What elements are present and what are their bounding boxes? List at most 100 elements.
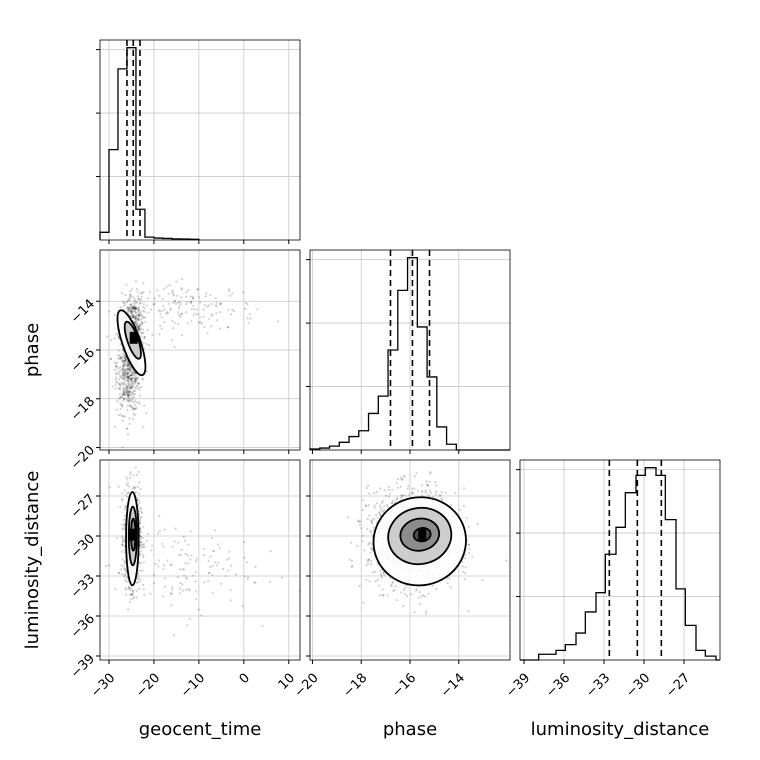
- sample-point: [127, 390, 130, 393]
- sample-point: [215, 564, 218, 567]
- sample-point: [216, 543, 220, 546]
- sample-point: [137, 382, 140, 385]
- sample-point: [130, 379, 133, 382]
- sample-point: [137, 314, 140, 317]
- sample-point: [253, 581, 256, 584]
- sample-point: [122, 378, 126, 381]
- sample-point: [128, 368, 131, 371]
- sample-point: [127, 310, 130, 313]
- sample-point: [194, 580, 197, 583]
- sample-point: [215, 301, 218, 305]
- sample-point: [424, 489, 427, 492]
- sample-point: [142, 282, 145, 285]
- sample-point: [125, 427, 128, 430]
- sample-point: [150, 308, 153, 311]
- sample-point: [120, 568, 123, 571]
- sample-point: [133, 389, 137, 392]
- sample-point: [126, 299, 129, 303]
- sample-point: [196, 288, 199, 291]
- sample-point: [179, 302, 182, 306]
- sample-point: [192, 297, 195, 300]
- sample-point: [137, 327, 140, 330]
- sample-point: [127, 389, 130, 392]
- sample-point: [402, 494, 405, 497]
- sample-point: [131, 316, 134, 319]
- sample-point: [131, 306, 135, 309]
- sample-point: [153, 582, 156, 585]
- sample-point: [119, 402, 122, 405]
- sample-point: [142, 303, 146, 306]
- sample-point: [120, 550, 123, 553]
- sample-point: [114, 365, 118, 368]
- sample-point: [121, 374, 124, 377]
- sample-point: [115, 365, 118, 368]
- sample-point: [129, 587, 132, 590]
- sample-point: [136, 326, 139, 329]
- sample-point: [133, 380, 136, 383]
- sample-point: [228, 557, 231, 560]
- sample-point: [171, 319, 174, 322]
- sample-point: [365, 578, 368, 581]
- sample-point: [121, 377, 125, 380]
- sample-point: [194, 571, 197, 574]
- sample-point: [127, 376, 130, 379]
- sample-point: [435, 484, 438, 487]
- sample-point: [128, 296, 131, 299]
- sample-point: [171, 290, 174, 293]
- sample-point: [175, 280, 178, 283]
- sample-point: [137, 306, 140, 309]
- density-peak: [129, 528, 138, 541]
- sample-point: [138, 312, 141, 315]
- sample-point: [365, 486, 368, 490]
- sample-point: [387, 495, 390, 498]
- sample-point: [392, 589, 395, 592]
- sample-point: [127, 308, 130, 311]
- sample-point: [121, 360, 124, 363]
- sample-point: [379, 513, 382, 516]
- histogram-steps: [99, 47, 200, 240]
- sample-point: [133, 486, 136, 490]
- sample-point: [387, 489, 391, 492]
- sample-point: [185, 303, 188, 306]
- sample-point: [129, 473, 132, 476]
- sample-point: [127, 364, 130, 367]
- sample-point: [419, 452, 421, 454]
- sample-point: [246, 317, 249, 320]
- sample-point: [205, 292, 208, 295]
- sample-point: [115, 381, 118, 384]
- sample-point: [139, 292, 142, 295]
- sample-point: [187, 587, 190, 591]
- sample-point: [130, 373, 133, 377]
- sample-point: [137, 382, 140, 385]
- sample-point: [402, 588, 405, 592]
- sample-point: [158, 514, 161, 518]
- sample-point: [123, 369, 126, 372]
- sample-point: [448, 577, 451, 580]
- sample-point: [166, 311, 170, 314]
- sample-point: [365, 564, 368, 567]
- sample-point: [140, 317, 143, 320]
- sample-point: [126, 364, 129, 367]
- sample-point: [125, 385, 128, 388]
- sample-point: [122, 386, 125, 389]
- sample-point: [126, 372, 129, 375]
- sample-point: [138, 527, 142, 530]
- sample-point: [138, 402, 141, 405]
- sample-point: [130, 367, 133, 370]
- sample-point: [241, 605, 244, 608]
- sample-point: [131, 313, 134, 317]
- sample-point: [400, 591, 403, 594]
- sample-point: [121, 365, 124, 368]
- sample-point: [370, 563, 373, 566]
- sample-point: [125, 379, 128, 382]
- scatter-phase-xtick-label: −18: [340, 671, 370, 701]
- sample-point: [256, 308, 259, 311]
- sample-point: [121, 446, 124, 449]
- sample-point: [131, 385, 134, 389]
- sample-point: [122, 363, 125, 366]
- hist-panel-phase: [306, 249, 511, 454]
- sample-point: [123, 359, 126, 362]
- sample-point: [140, 516, 143, 519]
- sample-point: [122, 354, 125, 357]
- sample-point: [246, 578, 249, 581]
